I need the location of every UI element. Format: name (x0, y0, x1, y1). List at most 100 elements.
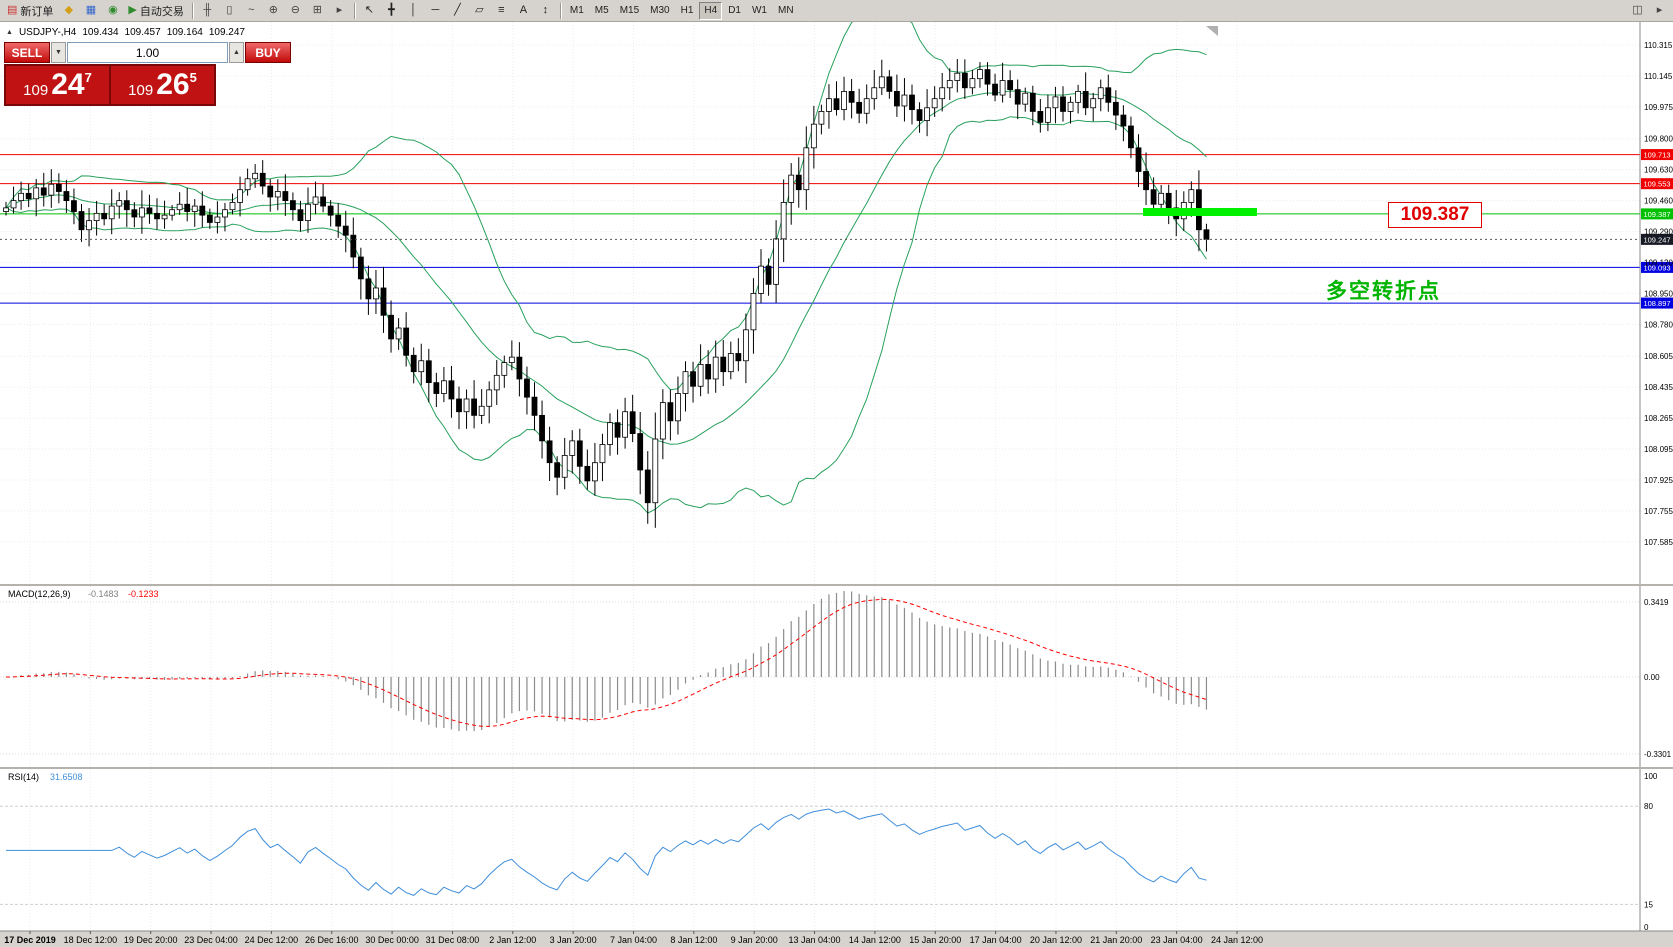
candle-body (720, 356, 727, 373)
new-order-button[interactable]: ▤ 新订单 (3, 1, 58, 20)
price-annotation-box[interactable]: 109.387 (1388, 202, 1482, 228)
price-chart[interactable]: 110.315 110.145 109.975 109.800 109.630 109.4… (0, 22, 1673, 947)
text-label-button[interactable]: A (512, 1, 534, 20)
volume-decrease-button[interactable]: ▼ (51, 42, 66, 63)
support-highlight-line[interactable] (1143, 208, 1257, 216)
candle-body (123, 200, 130, 211)
time-tick-label: 31 Dec 08:00 (426, 935, 480, 945)
candle-body (584, 465, 591, 482)
cursor-button[interactable]: ↖ (358, 1, 380, 20)
timeframe-mn-button[interactable]: MN (772, 1, 799, 20)
window-list-button[interactable]: ▸ (1649, 1, 1670, 20)
trendline-button[interactable]: ╱ (446, 1, 468, 20)
axis-price-flag (1641, 149, 1673, 161)
axis-price-flag (1641, 178, 1673, 190)
tile-windows-button[interactable]: ⊞ (306, 1, 328, 20)
candle-body (1097, 87, 1104, 100)
candle-body (871, 87, 878, 100)
rsi-line (6, 808, 1207, 896)
zoom-in-button[interactable]: ⊕ (262, 1, 284, 20)
candle-body (931, 98, 938, 109)
collapse-panel-icon[interactable]: ▲ (6, 29, 13, 36)
timeframe-m15-button[interactable]: M15 (614, 1, 645, 20)
timeframe-h1-button[interactable]: H1 (675, 1, 699, 20)
arrows-button[interactable]: ↕ (534, 1, 556, 20)
candle-body (629, 411, 636, 434)
buy-button[interactable]: BUY (245, 42, 291, 63)
navigator-button[interactable]: ◉ (102, 1, 124, 20)
ask-main: 26 (156, 68, 190, 101)
toolbar: ▤ 新订单 ◆ ▦ ◉ ▶ 自动交易 ╫ ▯ ~ ⊕ ⊖ ⊞ ▸ ↖ ╋ │ ─ ╱ ▱ ≡ A ↕ M1 M5 M15 M30 H1… (0, 0, 1673, 22)
candle-body (599, 444, 606, 464)
candle-body (350, 234, 357, 258)
candlestick-chart-button[interactable]: ▯ (218, 1, 240, 20)
volume-input[interactable] (67, 42, 228, 63)
time-tick-label: 7 Jan 04:00 (610, 935, 657, 945)
price-tick-label: 110.315 (1644, 41, 1673, 50)
macd-indicator (0, 591, 1640, 755)
line-chart-button[interactable]: ~ (240, 1, 262, 20)
auto-trading-icon: ▶ (128, 4, 137, 16)
candle-body (1014, 89, 1021, 105)
horizontal-line-button[interactable]: ─ (424, 1, 446, 20)
line-chart-icon: ~ (248, 4, 255, 16)
timeframe-d1-button[interactable]: D1 (723, 1, 746, 20)
toolbar-separator (353, 2, 355, 19)
chart-profile-icon: ◆ (64, 4, 74, 16)
timeframe-h4-button[interactable]: H4 (699, 1, 723, 20)
candle-body (788, 174, 795, 203)
candle-body (146, 207, 153, 214)
candlestick-chart-icon: ▯ (226, 4, 233, 16)
candle-body (191, 205, 198, 212)
chart-window: 110.315 110.145 109.975 109.800 109.630 109.4… (0, 22, 1673, 947)
vertical-line-button[interactable]: │ (402, 1, 424, 20)
high-value: 109.457 (124, 27, 161, 38)
time-tick-label: 17 Jan 04:00 (970, 935, 1022, 945)
zoom-out-button[interactable]: ⊖ (284, 1, 306, 20)
ask-price[interactable]: 109 26 5 (111, 66, 214, 104)
timeframe-w1-button[interactable]: W1 (746, 1, 772, 20)
zoom-out-icon: ⊖ (290, 4, 300, 16)
window-list-icon: ▸ (1656, 4, 1663, 16)
market-watch-button[interactable]: ▦ (80, 1, 102, 20)
candle-body (388, 314, 394, 340)
chart-shift-button[interactable]: ▸ (328, 1, 350, 20)
chart-profile-button[interactable]: ◆ (58, 1, 80, 20)
grid (0, 22, 1640, 931)
time-tick-label: 9 Jan 20:00 (731, 935, 778, 945)
candle-body (410, 354, 417, 373)
candle-body (229, 202, 236, 211)
axis-price-flag (1641, 297, 1673, 309)
macd-axis-label: 0.00 (1644, 673, 1660, 682)
candle-body (750, 293, 757, 331)
bid-price[interactable]: 109 24 7 (6, 66, 109, 104)
timeframe-m30-button[interactable]: M30 (645, 1, 675, 20)
price-tick-label: 108.265 (1644, 414, 1673, 423)
candle-body (1188, 189, 1195, 203)
navigator-icon: ◉ (108, 4, 118, 16)
bar-chart-button[interactable]: ╫ (196, 1, 218, 20)
candle-body (357, 256, 364, 280)
volume-increase-button[interactable]: ▲ (229, 42, 244, 63)
price-tick-label: 109.800 (1644, 135, 1673, 144)
axis-price-flag-text: 109.247 (1643, 235, 1670, 244)
data-window-button[interactable]: ◫ (1627, 1, 1648, 20)
equidistant-channel-button[interactable]: ▱ (468, 1, 490, 20)
horizontal-levels (0, 154, 1640, 304)
candle-body (55, 183, 62, 192)
crosshair-button[interactable]: ╋ (380, 1, 402, 20)
sell-button[interactable]: SELL (4, 42, 50, 63)
candle-body (267, 185, 274, 198)
timeframe-m1-button[interactable]: M1 (564, 1, 589, 20)
fibonacci-button[interactable]: ≡ (490, 1, 512, 20)
candle-body (1007, 80, 1014, 90)
auto-trading-button[interactable]: ▶ 自动交易 (124, 1, 188, 20)
candle-body (765, 265, 772, 285)
candle-body (395, 327, 402, 340)
turning-point-annotation[interactable]: 多空转折点 (1326, 280, 1441, 303)
candle-body (169, 209, 176, 216)
candle-body (833, 98, 840, 111)
tile-windows-icon: ⊞ (312, 4, 322, 16)
axis-price-flag-text: 108.897 (1643, 299, 1670, 308)
timeframe-m5-button[interactable]: M5 (589, 1, 614, 20)
